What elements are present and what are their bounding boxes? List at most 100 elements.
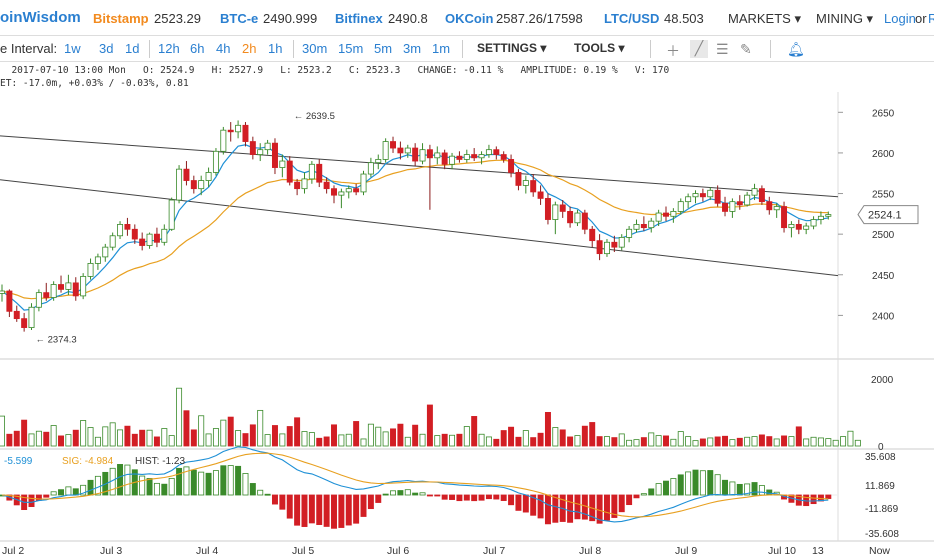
macd-histogram-bar	[707, 470, 714, 496]
volume-bar	[508, 426, 515, 447]
macd-histogram-bar	[699, 470, 706, 496]
last-price-tag	[857, 205, 919, 225]
candle-body	[574, 212, 581, 224]
volume-bar	[478, 433, 485, 447]
settings-menu[interactable]: SETTINGS ▾	[477, 41, 547, 55]
candle-body	[35, 292, 42, 308]
candle-body	[139, 238, 146, 246]
interval-3d[interactable]: 3d	[99, 41, 114, 56]
candle-body	[294, 181, 301, 190]
volume-bar	[463, 426, 470, 447]
line-icon[interactable]: ╱	[690, 40, 708, 58]
candle-body	[434, 152, 441, 159]
volume-bar	[788, 436, 795, 447]
candle-body	[426, 149, 433, 159]
x-axis-label: Jul 7	[483, 545, 505, 557]
interval-4h[interactable]: 4h	[216, 41, 231, 56]
volume-bar	[242, 433, 249, 447]
volume-bar	[80, 420, 87, 447]
candle-body	[552, 204, 559, 220]
candle-body	[198, 180, 205, 190]
candle-body	[419, 149, 426, 162]
candle-body	[249, 141, 256, 155]
volume-tick-label: 2000	[871, 375, 894, 386]
macd-histogram-bar	[633, 494, 640, 499]
bell-icon[interactable]: 🔔︎	[787, 41, 805, 57]
interval-3m[interactable]: 3m	[403, 41, 422, 56]
volume-bar	[441, 433, 448, 447]
macd-histogram-bar	[271, 494, 278, 505]
candle-body	[493, 149, 500, 155]
macd-histogram-bar	[360, 494, 367, 517]
pen-icon[interactable]: ✎	[740, 41, 752, 57]
volume-bar	[626, 439, 633, 447]
candle-body	[766, 201, 773, 211]
site-logo[interactable]: oinWisdom	[0, 9, 81, 26]
interval-1h[interactable]: 1h	[268, 41, 283, 56]
candle-body	[537, 191, 544, 199]
interval-2h[interactable]: 2h	[242, 41, 257, 56]
candle-body	[500, 154, 507, 160]
volume-bar	[375, 426, 382, 447]
macd-tick-label: -35.608	[865, 529, 899, 540]
candle-body	[581, 212, 588, 230]
macd-histogram-bar	[345, 494, 352, 526]
interval-30m[interactable]: 30m	[302, 41, 328, 56]
login-link[interactable]: Login	[884, 11, 916, 26]
macd-histogram-bar	[692, 469, 699, 496]
interval-12h[interactable]: 12h	[158, 41, 180, 56]
interval-1m[interactable]: 1m	[432, 41, 451, 56]
interval-1d[interactable]: 1d	[125, 41, 140, 56]
volume-bar	[854, 439, 861, 447]
volume-bar	[751, 436, 758, 447]
volume-bar	[412, 424, 419, 447]
macd-histogram-bar	[301, 494, 308, 527]
volume-bar	[847, 430, 854, 447]
mining-menu[interactable]: MINING ▾	[816, 11, 874, 26]
crosshair-icon[interactable]: ＋	[666, 43, 680, 59]
candle-body	[758, 188, 765, 203]
fib-icon[interactable]: ☰	[716, 41, 729, 57]
candle-body	[65, 282, 72, 290]
volume-bar	[65, 434, 72, 447]
volume-bar	[581, 425, 588, 447]
candle-body	[301, 178, 308, 190]
volume-bar	[736, 437, 743, 447]
volume-bar	[574, 435, 581, 447]
macd-histogram-bar	[567, 494, 574, 523]
exchange-name-bitfinex[interactable]: Bitfinex	[335, 11, 383, 26]
candle-body	[773, 206, 780, 211]
macd-histogram-bar	[404, 489, 411, 496]
tools-menu[interactable]: TOOLS ▾	[574, 41, 625, 55]
candle-body	[338, 191, 345, 196]
candle-body	[788, 224, 795, 229]
interval-15m[interactable]: 15m	[338, 41, 364, 56]
interval-6h[interactable]: 6h	[190, 41, 205, 56]
candle-body	[707, 189, 714, 198]
volume-bar	[618, 433, 625, 447]
volume-bar	[190, 429, 197, 447]
exchange-name-ltcusd[interactable]: LTC/USD	[604, 11, 660, 26]
interval-5m[interactable]: 5m	[374, 41, 393, 56]
volume-bar	[94, 436, 101, 447]
macd-histogram-bar	[139, 475, 146, 496]
macd-histogram-bar	[257, 489, 264, 496]
price-tick-label: 2600	[872, 149, 895, 160]
exchange-name-bitstamp[interactable]: Bitstamp	[93, 11, 149, 26]
register-link[interactable]: R	[928, 11, 934, 26]
volume-bar	[795, 426, 802, 447]
macd-histogram-bar	[286, 494, 293, 519]
candle-body	[109, 235, 116, 248]
x-axis-label: Jul 2	[2, 545, 24, 557]
interval-toolbar: e Interval: 1w 3d 1d 12h 6h 4h 2h 1h 30m…	[0, 36, 934, 62]
macd-histogram-bar	[603, 494, 610, 521]
volume-bar	[264, 434, 271, 447]
exchange-name-okcoin[interactable]: OKCoin	[445, 11, 494, 26]
markets-menu[interactable]: MARKETS ▾	[728, 11, 801, 26]
exchange-price-bitfinex: 2490.8	[388, 11, 428, 26]
exchange-name-btce[interactable]: BTC-e	[220, 11, 259, 26]
volume-bar	[404, 436, 411, 447]
interval-1w[interactable]: 1w	[64, 41, 81, 56]
volume-bar	[567, 436, 574, 447]
